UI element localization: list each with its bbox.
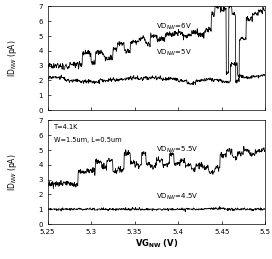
- Text: VD$_{NW}$=4.5V: VD$_{NW}$=4.5V: [156, 192, 199, 202]
- Text: T=4.1K: T=4.1K: [54, 124, 79, 130]
- Y-axis label: ID$_{NW}$ (pA): ID$_{NW}$ (pA): [6, 154, 19, 191]
- Text: VD$_{NW}$=5V: VD$_{NW}$=5V: [156, 48, 192, 58]
- X-axis label: VG$_{\mathbf{NW}}$ (V): VG$_{\mathbf{NW}}$ (V): [135, 238, 178, 250]
- Text: VD$_{NW}$=5.5V: VD$_{NW}$=5.5V: [156, 144, 199, 155]
- Y-axis label: ID$_{NW}$ (pA): ID$_{NW}$ (pA): [6, 40, 19, 77]
- Text: VD$_{NW}$=6V: VD$_{NW}$=6V: [156, 22, 192, 32]
- Text: W=1.5um, L=0.5um: W=1.5um, L=0.5um: [54, 137, 122, 143]
